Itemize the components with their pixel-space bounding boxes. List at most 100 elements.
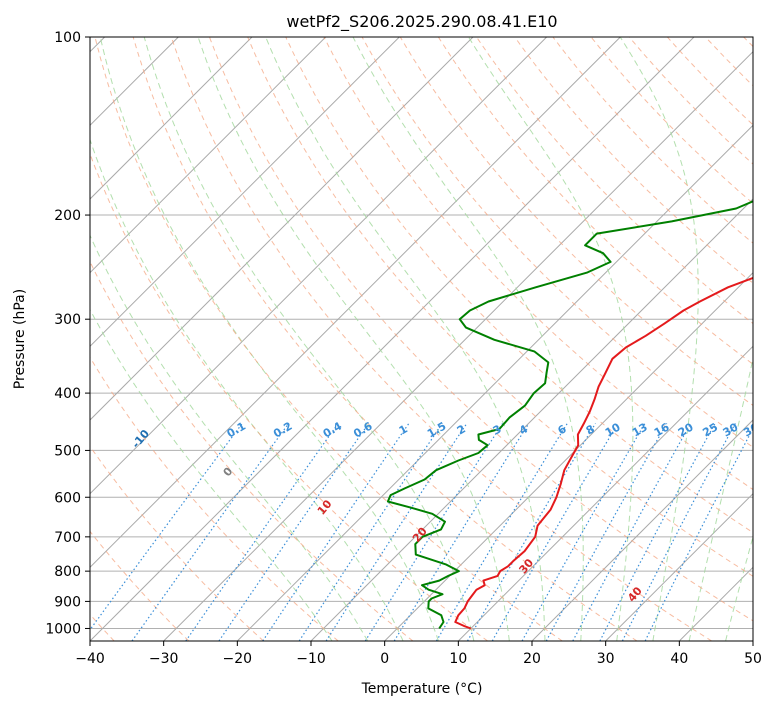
moist-adiabat-line	[90, 308, 333, 641]
y-axis-label: Pressure (hPa)	[12, 289, 28, 389]
moist-adiabat-line	[619, 37, 699, 641]
dry-adiabat-label: 30	[516, 556, 536, 576]
isotherm-line	[605, 492, 753, 641]
mixing-ratio-line	[90, 423, 243, 631]
mixing-ratio-label: 25	[700, 421, 720, 440]
y-tick-label: 800	[54, 564, 81, 580]
dry-adiabat-line	[590, 37, 753, 205]
x-tick-label: 0	[380, 651, 389, 667]
x-tick-label: 20	[523, 651, 541, 667]
dry-adiabat-line	[90, 356, 339, 641]
mixing-ratio-line	[393, 423, 530, 641]
dry-adiabat-line	[90, 445, 264, 641]
y-tick-label: 600	[54, 490, 81, 506]
dry-adiabat-line	[323, 37, 753, 491]
dry-adiabat-line	[247, 37, 753, 577]
mixing-ratio-label: 0.4	[321, 419, 345, 440]
y-tick-label: 400	[54, 386, 81, 402]
isotherm-line	[90, 37, 695, 641]
moist-adiabat-line	[90, 234, 369, 641]
mixing-ratio-label: 8	[584, 422, 597, 437]
x-tick-label: −10	[296, 651, 326, 667]
dry-adiabat-line	[667, 37, 753, 126]
mixing-ratio-line	[466, 423, 597, 641]
mixing-ratio-line	[621, 423, 736, 641]
dry-adiabat-line	[209, 37, 753, 622]
y-tick-label: 1000	[45, 621, 81, 637]
mixing-ratio-line	[545, 423, 668, 641]
dry-adiabat-line	[705, 37, 753, 87]
y-tick-label: 200	[54, 208, 81, 224]
mixing-ratio-label: 36	[741, 420, 761, 439]
isotherm-line	[752, 640, 753, 641]
mixing-ratio-line	[131, 423, 290, 641]
moist-adiabat-line	[265, 37, 546, 641]
temperature-profile-line	[454, 276, 753, 630]
mixing-ratio-label: 10	[603, 420, 623, 439]
mixing-ratio-label: 2	[455, 422, 468, 437]
dry-adiabat-label: -10	[129, 427, 152, 451]
dry-adiabat-line	[361, 37, 753, 448]
x-tick-label: 40	[670, 651, 688, 667]
y-axis: 100 200 300 400 500 600 700 800 900 1000	[45, 30, 90, 637]
moist-adiabat-lines	[90, 37, 753, 641]
x-tick-label: −40	[75, 651, 105, 667]
dry-adiabat-line	[90, 152, 488, 641]
mixing-ratio-line	[644, 427, 753, 641]
mixing-ratio-label: 4	[517, 422, 530, 437]
isotherm-line	[678, 566, 753, 641]
dry-adiabat-label: 10	[315, 497, 335, 517]
isotherm-line	[457, 345, 753, 641]
y-tick-label: 700	[54, 530, 81, 546]
y-tick-label: 900	[54, 594, 81, 610]
mixing-ratio-label: 16	[652, 420, 672, 439]
dry-adiabat-line	[170, 37, 712, 641]
isotherm-line	[310, 198, 753, 641]
moist-adiabat-line	[197, 37, 510, 641]
moist-adiabat-line	[725, 534, 753, 641]
x-tick-label: −30	[149, 651, 179, 667]
moist-adiabat-line	[90, 138, 404, 641]
mixing-ratio-label: 1.5	[425, 419, 448, 440]
dewpoint-profile-line	[386, 200, 753, 630]
dry-adiabat-lines	[90, 37, 753, 641]
mixing-ratio-label: 30	[721, 420, 741, 439]
mixing-ratio-lines	[90, 423, 753, 641]
sounding-profiles	[386, 200, 753, 630]
moist-adiabat-line	[143, 37, 475, 641]
x-tick-label: −20	[223, 651, 253, 667]
x-tick-label: 50	[744, 651, 762, 667]
y-tick-label: 500	[54, 443, 81, 459]
dry-adiabat-line	[399, 37, 753, 407]
mixing-ratio-label: 0.2	[271, 419, 294, 440]
plot-frame	[89, 36, 754, 642]
isotherm-line	[90, 37, 327, 274]
y-tick-label: 100	[54, 30, 81, 46]
y-tick-label: 300	[54, 312, 81, 328]
x-axis-label: Temperature (°C)	[361, 681, 483, 697]
x-tick-label: 30	[597, 651, 615, 667]
mixing-ratio-line	[435, 423, 568, 641]
mixing-ratio-line	[599, 423, 716, 641]
dry-adiabat-line	[90, 530, 190, 641]
line-labels: 0.10.20.40.611.52346810131620253036-100-…	[129, 419, 761, 604]
dry-adiabat-line	[514, 37, 753, 284]
chart-title: wetPf2_S206.2025.290.08.41.E10	[286, 12, 557, 32]
mixing-ratio-line	[325, 423, 468, 641]
isotherm-line	[531, 419, 753, 641]
isotherm-line	[90, 37, 474, 421]
isotherm-line	[90, 37, 621, 569]
isotherm-line	[163, 50, 753, 641]
mixing-ratio-line	[218, 423, 370, 641]
isotherm-line	[236, 124, 753, 641]
mixing-ratio-label: 3	[491, 422, 504, 437]
dry-adiabat-line	[90, 260, 414, 641]
mixing-ratio-line	[491, 423, 619, 641]
isotherm-line	[90, 37, 400, 348]
moist-adiabat-line	[688, 355, 753, 641]
dry-adiabat-line	[552, 37, 753, 244]
moist-adiabat-line	[352, 37, 584, 641]
moist-adiabat-line	[99, 37, 439, 641]
mixing-ratio-line	[521, 423, 646, 641]
